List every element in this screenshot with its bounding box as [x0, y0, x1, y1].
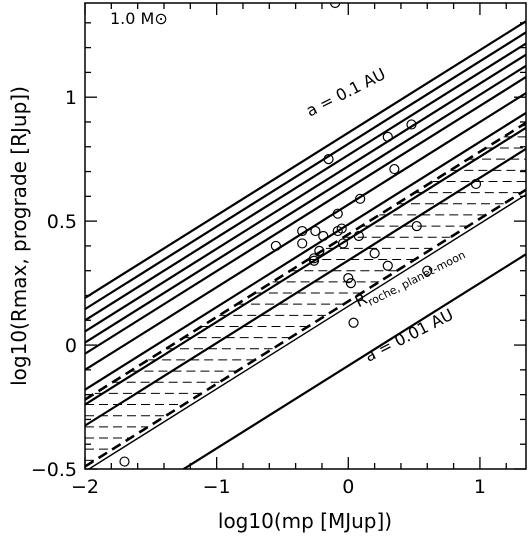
- data-point: [353, 230, 364, 242]
- data-point: [308, 253, 320, 264]
- dashed-lower-bound: [85, 188, 526, 468]
- annotation-a-0.01-au-text: a = 0.01 AU: [362, 305, 457, 366]
- orbit-lines: [85, 20, 526, 469]
- y-tick-label: −0.5: [31, 459, 77, 481]
- data-point: [318, 230, 329, 242]
- dashed-upper-bound: [85, 121, 526, 401]
- data-point: [345, 277, 357, 289]
- data-point: [336, 223, 347, 234]
- orbit-line-0.01-au: [181, 253, 526, 469]
- y-tick-label: 0.5: [47, 211, 77, 233]
- orbit-line-7: [85, 92, 526, 371]
- data-point: [270, 240, 281, 252]
- orbit-line-2: [85, 31, 526, 311]
- data-point: [314, 245, 325, 256]
- axis-ticks: −2 −1 0 1 −0.5 0 0.5 1: [31, 3, 526, 498]
- annotation-a-0.1-au-text: a = 0.1 AU: [303, 64, 389, 120]
- data-point: [308, 255, 320, 266]
- data-point: [332, 208, 343, 219]
- data-point: [297, 225, 308, 237]
- y-tick-label: 1: [65, 87, 77, 109]
- data-point: [389, 163, 400, 175]
- roche-hatched-band: [85, 125, 526, 461]
- roche-limit-line: [87, 194, 526, 469]
- orbit-line-10: [85, 147, 526, 427]
- x-tick-label: 1: [474, 476, 486, 498]
- data-points: [119, 3, 482, 467]
- data-point: [297, 238, 308, 249]
- orbit-line-8: [85, 111, 526, 391]
- x-tick-label: 0: [342, 476, 354, 498]
- orbit-line-6: [85, 76, 526, 355]
- annotation-a-0.1-au: a = 0.1 AU: [303, 64, 389, 120]
- orbit-line-5: [85, 64, 526, 344]
- data-point: [470, 178, 482, 190]
- orbit-line-9: [85, 126, 526, 406]
- data-point: [369, 248, 380, 259]
- data-point: [382, 131, 393, 142]
- data-point: [330, 3, 341, 9]
- data-point: [382, 260, 393, 271]
- y-axis-label: log10(Rmax, prograde [RJup]): [7, 86, 31, 386]
- annotation-a-0.01-au: a = 0.01 AU: [362, 305, 457, 366]
- data-point: [323, 154, 334, 165]
- data-point: [343, 273, 354, 284]
- orbit-line-1: [85, 20, 526, 299]
- data-point: [422, 265, 433, 276]
- data-point: [337, 238, 349, 249]
- data-point: [406, 119, 417, 130]
- data-point: [411, 220, 422, 232]
- orbit-line-4: [85, 53, 526, 333]
- orbit-line-3: [85, 42, 526, 322]
- data-point: [348, 317, 359, 328]
- panel-label: 1.0 M⊙: [110, 9, 168, 28]
- x-tick-label: −1: [203, 476, 231, 498]
- data-point: [355, 193, 366, 204]
- data-point: [310, 225, 321, 237]
- x-tick-label: −2: [71, 476, 99, 498]
- data-point: [119, 456, 130, 467]
- x-axis-label: log10(mp [MJup]): [218, 509, 392, 533]
- y-tick-label: 0: [65, 335, 77, 357]
- plot-frame: [84, 2, 527, 470]
